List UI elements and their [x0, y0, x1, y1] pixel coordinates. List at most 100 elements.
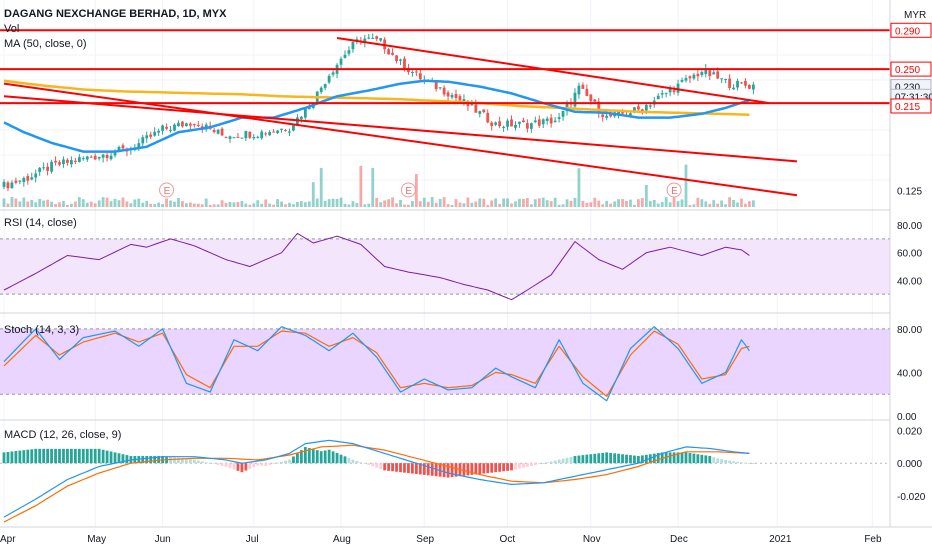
macd-histogram-bar [640, 455, 644, 464]
candle-body [720, 78, 724, 80]
symbol-title: DAGANG NEXCHANGE BERHAD, 1D, MYX [4, 8, 227, 20]
macd-histogram-bar [236, 463, 240, 471]
volume-bar [613, 201, 617, 207]
macd-histogram-bar [212, 463, 216, 465]
candle-body [379, 38, 383, 41]
candle-body [633, 107, 636, 113]
candle-body [700, 72, 704, 75]
volume-bar [597, 200, 601, 207]
candle-body [30, 177, 34, 180]
volume-bar [248, 204, 252, 207]
candle-body [252, 136, 256, 139]
macd-histogram-bar [181, 458, 184, 464]
volume-bar [276, 199, 279, 207]
ma-label[interactable]: MA (50, close, 0) [4, 38, 87, 50]
candle-body [296, 117, 299, 126]
volume-bar [502, 198, 505, 207]
earnings-marker-label: E [164, 186, 171, 197]
macd-label[interactable]: MACD (12, 26, close, 9) [4, 429, 121, 441]
candle-body [744, 81, 747, 86]
stoch-label[interactable]: Stoch (14, 3, 3) [4, 324, 79, 336]
candle-body [660, 93, 664, 95]
volume-bar [744, 203, 747, 207]
volume-bar [751, 200, 755, 207]
volume-bar [42, 200, 46, 207]
volume-bar [6, 203, 10, 207]
volume-bar [704, 201, 708, 207]
candle-body [109, 155, 113, 160]
candle-body [177, 122, 180, 127]
candle-body [494, 122, 498, 125]
volume-bar [637, 199, 640, 207]
volume-bar [26, 201, 30, 207]
candle-body [355, 39, 359, 41]
macd-histogram-bar [319, 451, 323, 464]
macd-histogram-bar [414, 463, 418, 474]
macd-histogram-bar [62, 448, 65, 464]
rsi-label[interactable]: RSI (14, close) [4, 217, 77, 229]
volume-bar [545, 200, 549, 207]
macd-histogram-bar [557, 459, 561, 464]
axes[interactable]: Apr May Jun Jul Aug Sep Oct Nov Dec 2021 Feb 0.125 8… [0, 186, 926, 545]
volume-bar [621, 199, 624, 207]
macd-histogram-bar [533, 463, 537, 465]
volume-bar [736, 202, 739, 207]
candle-body [212, 130, 216, 133]
volume-bar [498, 203, 502, 207]
candle-body [442, 87, 446, 95]
macd-histogram-bar [644, 454, 648, 464]
candle-body [748, 85, 751, 89]
candle-body [89, 156, 93, 158]
macd-histogram-bar [343, 456, 347, 464]
volume-bar [573, 197, 577, 207]
trendlines[interactable] [0, 29, 890, 197]
macd-histogram-bar [276, 462, 279, 464]
macd-histogram-bar [153, 456, 157, 464]
macd-histogram-bar [141, 456, 145, 464]
volume-bar [252, 203, 256, 207]
macd-histogram-bar [173, 457, 176, 464]
vol-label[interactable]: Vol [4, 23, 19, 35]
macd-histogram-bar [680, 452, 684, 464]
macd-histogram-bar [625, 454, 628, 464]
volume-bar [541, 197, 545, 207]
candle-body [121, 145, 125, 149]
volume-bar [387, 199, 391, 207]
volume-bar [700, 199, 704, 207]
volume-bar [676, 201, 680, 207]
volume-bar [581, 200, 585, 207]
candle-body [692, 74, 696, 79]
volume-bar [561, 204, 565, 207]
macd-histogram-bar [85, 448, 89, 464]
candle-body [236, 136, 240, 138]
candle-body [644, 104, 648, 111]
volume-bar [748, 201, 751, 207]
candle-body [648, 105, 652, 107]
volume-bar [724, 204, 728, 207]
candle-body [704, 68, 708, 74]
price-axis-label: 0.00 [897, 412, 917, 423]
macd-histogram-bar [446, 463, 450, 478]
macd-histogram-bar [490, 463, 494, 473]
volume-bar [656, 203, 660, 207]
candle-body [609, 114, 613, 117]
time-axis-label: Jun [155, 534, 171, 545]
volume-bar [331, 198, 335, 207]
macd-histogram-bar [518, 463, 521, 469]
volume-bar [70, 203, 73, 207]
candle-body [553, 120, 557, 123]
volume-bar [149, 203, 153, 207]
candle-body [85, 156, 89, 160]
macd-histogram-bar [438, 463, 442, 477]
candle-body [601, 114, 605, 118]
candle-body [38, 167, 42, 172]
candle-body [343, 54, 347, 58]
volume-bar [335, 198, 339, 207]
candle-body [537, 119, 541, 126]
candle-body [605, 115, 609, 118]
candle-body [736, 80, 739, 88]
volume-bar [184, 203, 188, 207]
candle-body [137, 143, 141, 148]
